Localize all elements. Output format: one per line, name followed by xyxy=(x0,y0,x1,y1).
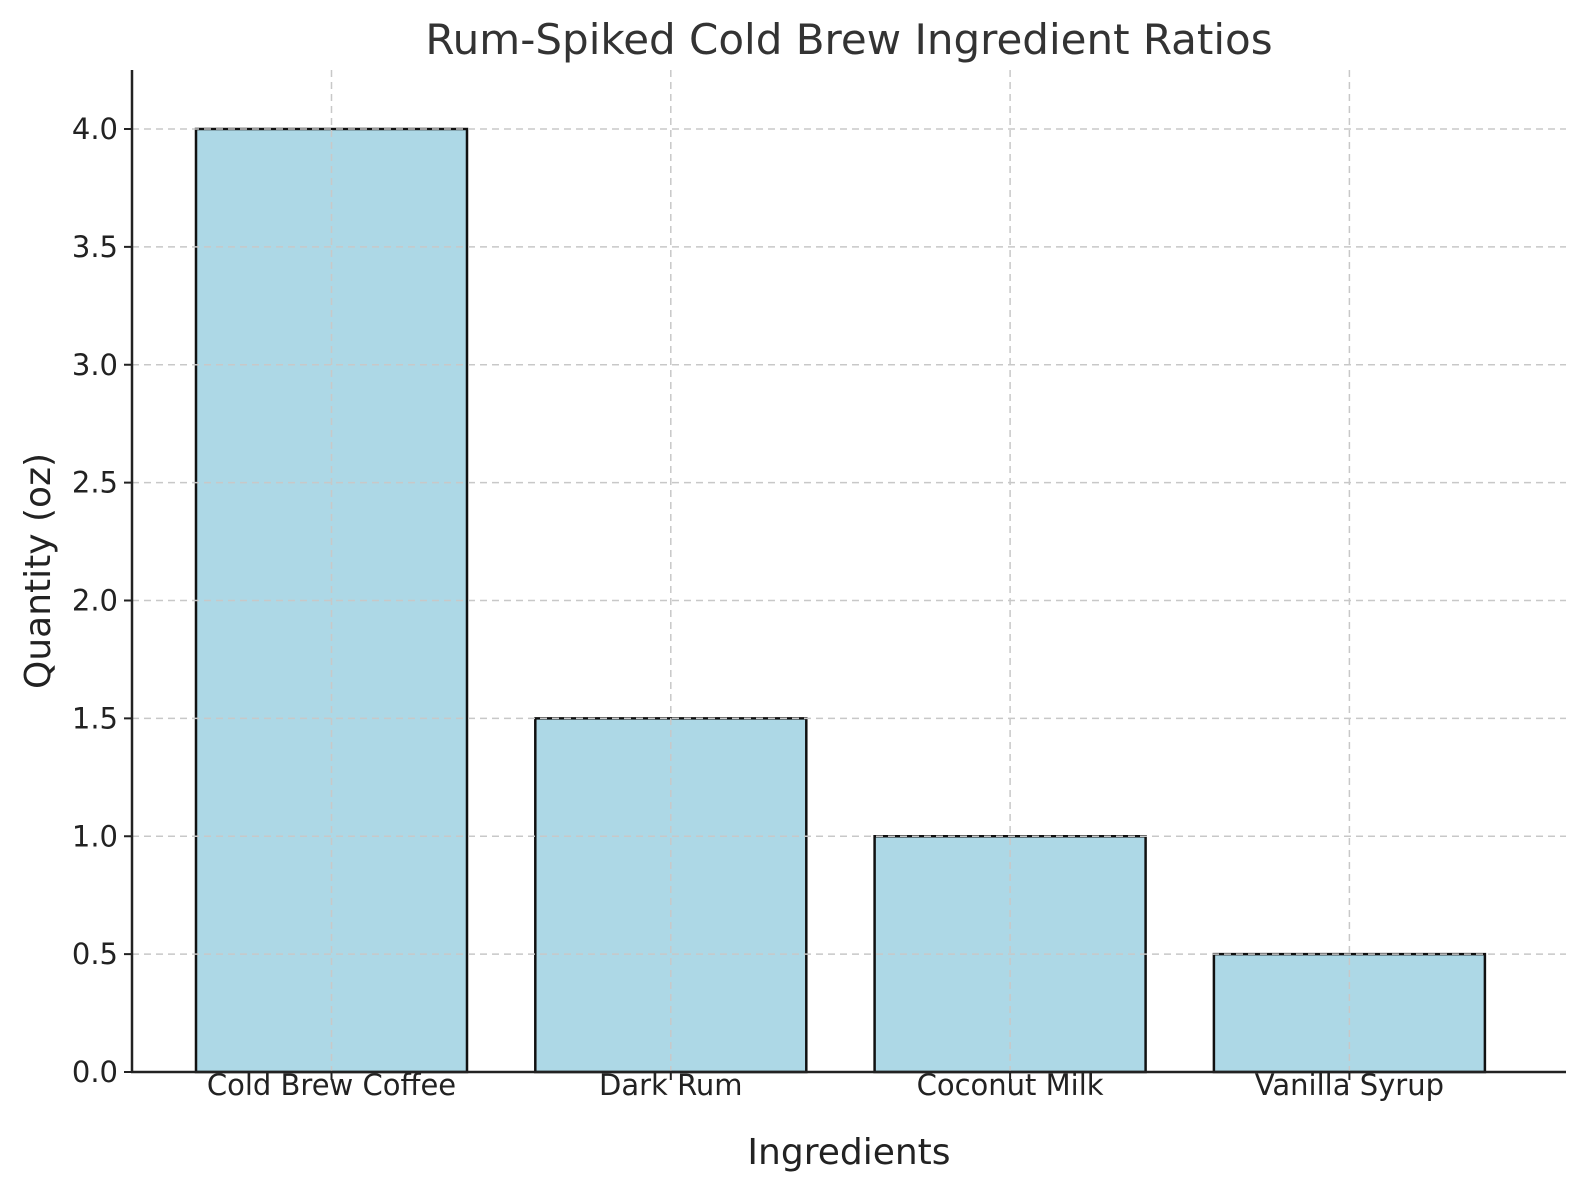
y-tick-label: 0.5 xyxy=(72,937,118,971)
y-tick-label: 3.5 xyxy=(72,230,118,264)
chart-title: Rum-Spiked Cold Brew Ingredient Ratios xyxy=(425,15,1272,64)
x-axis-label: Ingredients xyxy=(747,1132,950,1173)
y-tick-label: 2.5 xyxy=(72,466,118,500)
y-tick-label: 1.5 xyxy=(72,701,118,735)
y-tick-label: 0.0 xyxy=(72,1055,118,1089)
x-tick-label: Vanilla Syrup xyxy=(1255,1068,1444,1102)
y-tick-label: 3.0 xyxy=(72,348,118,382)
x-axis-ticks: Cold Brew Coffee Dark Rum Coconut Milk Vani… xyxy=(207,1068,1444,1102)
bar-dark-rum xyxy=(534,717,808,1074)
x-tick-label: Cold Brew Coffee xyxy=(207,1068,456,1102)
x-gridlines xyxy=(330,70,1351,1072)
x-tick-label: Coconut Milk xyxy=(917,1068,1104,1102)
x-tick-label: Dark Rum xyxy=(599,1068,743,1102)
y-axis-ticks: 0.0 0.5 1.0 1.5 2.0 2.5 3.0 3.5 4.0 xyxy=(72,112,132,1089)
y-tick-label: 1.0 xyxy=(72,819,118,853)
y-tick-label: 2.0 xyxy=(72,584,118,618)
y-tick-label: 4.0 xyxy=(72,112,118,146)
y-axis-label: Quantity (oz) xyxy=(18,453,59,689)
